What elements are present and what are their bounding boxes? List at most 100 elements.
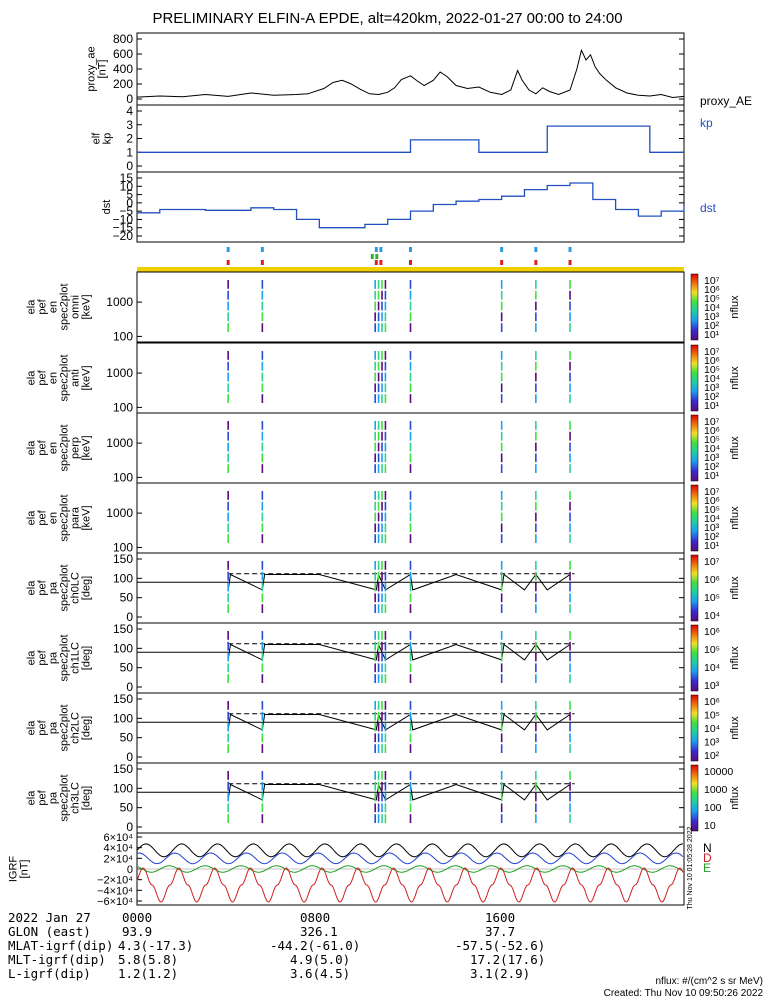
- spec-pa-3-colorbar: [690, 764, 699, 832]
- spec-en-1-colorbar: [690, 344, 699, 412]
- spec-pa-0-ylabel-1: pef: [37, 579, 49, 595]
- spec-en-0-cbar-label-3: 10⁴: [704, 302, 720, 314]
- pass-marker-red-0: [226, 260, 230, 265]
- spec-pa-2-ylabel-0: ela: [26, 720, 38, 736]
- footer-row-0-label: 2022 Jan 27: [8, 910, 91, 925]
- spec-pa-2-cbar-label-4: 10²: [704, 750, 720, 762]
- spec-pa-1-ticklabel-3: 0: [126, 680, 133, 694]
- igrf-ticklabel-6: −6×10⁴: [97, 896, 133, 908]
- kp-ticklabel-2: 2: [126, 132, 133, 146]
- spec-pa-3-cbar-label-3: 10: [704, 820, 716, 832]
- spec-en-0-cbar-title: nflux: [729, 295, 741, 319]
- ae-series-line: [136, 48, 685, 99]
- pass-marker-red-4: [409, 260, 412, 265]
- spec-pa-1-ticklabel-2: 50: [120, 661, 134, 675]
- kp-ticklabel-4: 0: [126, 159, 133, 173]
- spec-pa-0-cbar-label-0: 10⁷: [704, 556, 720, 568]
- spec-pa-3-ylabel-0: ela: [26, 790, 38, 806]
- footer-row-2-c1: 4.3(-17.3): [118, 938, 194, 953]
- spec-pa-3-ticklabel-3: 0: [126, 820, 133, 834]
- spec-pa-3-ticklabel-2: 50: [120, 801, 134, 815]
- spec-en-0-colorbar: [690, 273, 699, 341]
- spec-pa-3-ticklabel-1: 100: [113, 781, 133, 795]
- spec-en-1-ylabel-5: [keV]: [81, 365, 93, 390]
- kp-series-line: [137, 125, 684, 153]
- footer-row-3-label: MLT-igrf(dip): [8, 952, 106, 967]
- spec-pa-1-cbar-label-0: 10⁶: [704, 626, 720, 638]
- kp-ylabel-0: elf: [91, 132, 103, 145]
- spec-en-1-ticklabel-0: 1000: [106, 366, 133, 380]
- spec-pa-1-cbar-label-3: 10³: [704, 680, 720, 692]
- footer-row-2-c2: -44.2(-61.0): [270, 938, 361, 953]
- spec-pa-1-ylabel-5: [deg]: [81, 646, 93, 670]
- dst-legend: dst: [700, 201, 717, 215]
- spec-pa-2-ylabel-2: pa: [48, 721, 60, 734]
- footer-row-0-c2: 0800: [300, 910, 331, 925]
- spec-en-1-ylabel-0: ela: [26, 370, 38, 386]
- pass-marker-blue-2: [374, 247, 378, 252]
- pass-marker-blue-5: [500, 247, 504, 252]
- spec-en-3-ylabel-5: [keV]: [81, 505, 93, 530]
- spec-en-0-ylabel-0: ela: [26, 299, 38, 315]
- dst-ticklabel-6: −15: [113, 221, 134, 235]
- spec-en-1-cbar-label-2: 10⁵: [704, 364, 720, 376]
- footer-row-0-c1: 0000: [122, 910, 153, 925]
- kp-ylabel-1: kp: [102, 133, 114, 145]
- footer-row-1-c2: 326.1: [300, 924, 338, 939]
- units-note: nflux: #/(cm^2 s sr MeV): [655, 976, 764, 987]
- spec-en-2-ylabel-3: spec2plot: [59, 424, 71, 471]
- spec-en-3-cbar-label-3: 10⁴: [704, 513, 720, 525]
- igrf-ticklabel-2: 2×10⁴: [103, 853, 133, 865]
- spec-en-1-ylabel-4: anti: [70, 369, 82, 387]
- ae-ticklabel-3: 200: [113, 77, 133, 91]
- pass-marker-blue-1: [260, 247, 264, 252]
- spec-pa-0-ticklabel-0: 150: [113, 552, 133, 566]
- spec-en-3-ticklabel-0: 1000: [106, 506, 133, 520]
- spec-pa-2-ticklabel-3: 0: [126, 750, 133, 764]
- spec-en-0-ylabel-3: spec2plot: [59, 283, 71, 330]
- pass-marker-green-0: [370, 254, 374, 259]
- spec-en-0-cbar-label-1: 10⁶: [704, 284, 720, 296]
- spec-pa-3-ticklabel-0: 150: [113, 762, 133, 776]
- spec-en-2-cbar-label-4: 10³: [704, 452, 720, 464]
- spec-pa-0-cbar-label-3: 10⁴: [704, 610, 720, 622]
- spec-en-0-frame: [136, 271, 685, 343]
- pass-marker-red-5: [500, 260, 504, 265]
- spec-pa-3-ylabel-4: ch3LC: [70, 782, 82, 814]
- igrf-ticklabel-4: −2×10⁴: [97, 875, 133, 887]
- spec-en-3-cbar-label-4: 10³: [704, 522, 720, 534]
- spec-pa-0-ticklabel-1: 100: [113, 571, 133, 585]
- kp-ticklabel-1: 3: [126, 118, 133, 132]
- spec-en-2-cbar-label-5: 10²: [704, 461, 720, 473]
- pass-marker-red-7: [568, 260, 572, 265]
- dst-ticklabel-7: −20: [113, 229, 134, 243]
- spec-pa-1-colorbar: [690, 624, 699, 692]
- pass-marker-blue-7: [568, 247, 572, 252]
- spec-pa-0-cbar-label-1: 10⁶: [704, 574, 720, 586]
- spec-pa-3-ylabel-3: spec2plot: [59, 774, 71, 821]
- spec-en-1-cbar-label-3: 10⁴: [704, 373, 720, 385]
- igrf-n-line: [136, 843, 683, 858]
- spec-en-1-cbar-label-1: 10⁶: [704, 355, 720, 367]
- spec-en-3-cbar-label-6: 10¹: [704, 540, 720, 552]
- footer-row-2-label: MLAT-igrf(dip): [8, 938, 114, 953]
- spec-en-2-cbar-label-6: 10¹: [704, 470, 720, 482]
- kp-panel-frame: [136, 104, 685, 173]
- dst-ticklabel-5: −10: [113, 212, 134, 226]
- footer-row-4-c3: 3.1(2.9): [470, 966, 531, 981]
- spec-pa-0-cbar-title: nflux: [729, 576, 741, 600]
- footer-row-4-c1: 1.2(1.2): [118, 966, 179, 981]
- dst-ticklabel-1: 10: [120, 179, 134, 193]
- spec-en-3-cbar-label-0: 10⁷: [704, 486, 720, 498]
- spec-en-2-ylabel-2: en: [48, 442, 60, 454]
- dst-ticklabel-3: 0: [126, 196, 133, 210]
- igrf-ticklabel-5: −4×10⁴: [97, 885, 133, 897]
- dst-ticklabel-2: 5: [126, 188, 133, 202]
- spec-pa-1-ylabel-3: spec2plot: [59, 634, 71, 681]
- pass-marker-blue-3: [379, 247, 383, 252]
- dst-ticklabel-4: −5: [119, 204, 133, 218]
- spec-pa-2-ticklabel-2: 50: [120, 731, 134, 745]
- igrf-ticklabel-1: 4×10⁴: [103, 843, 133, 855]
- spec-en-1-cbar-label-6: 10¹: [704, 400, 720, 412]
